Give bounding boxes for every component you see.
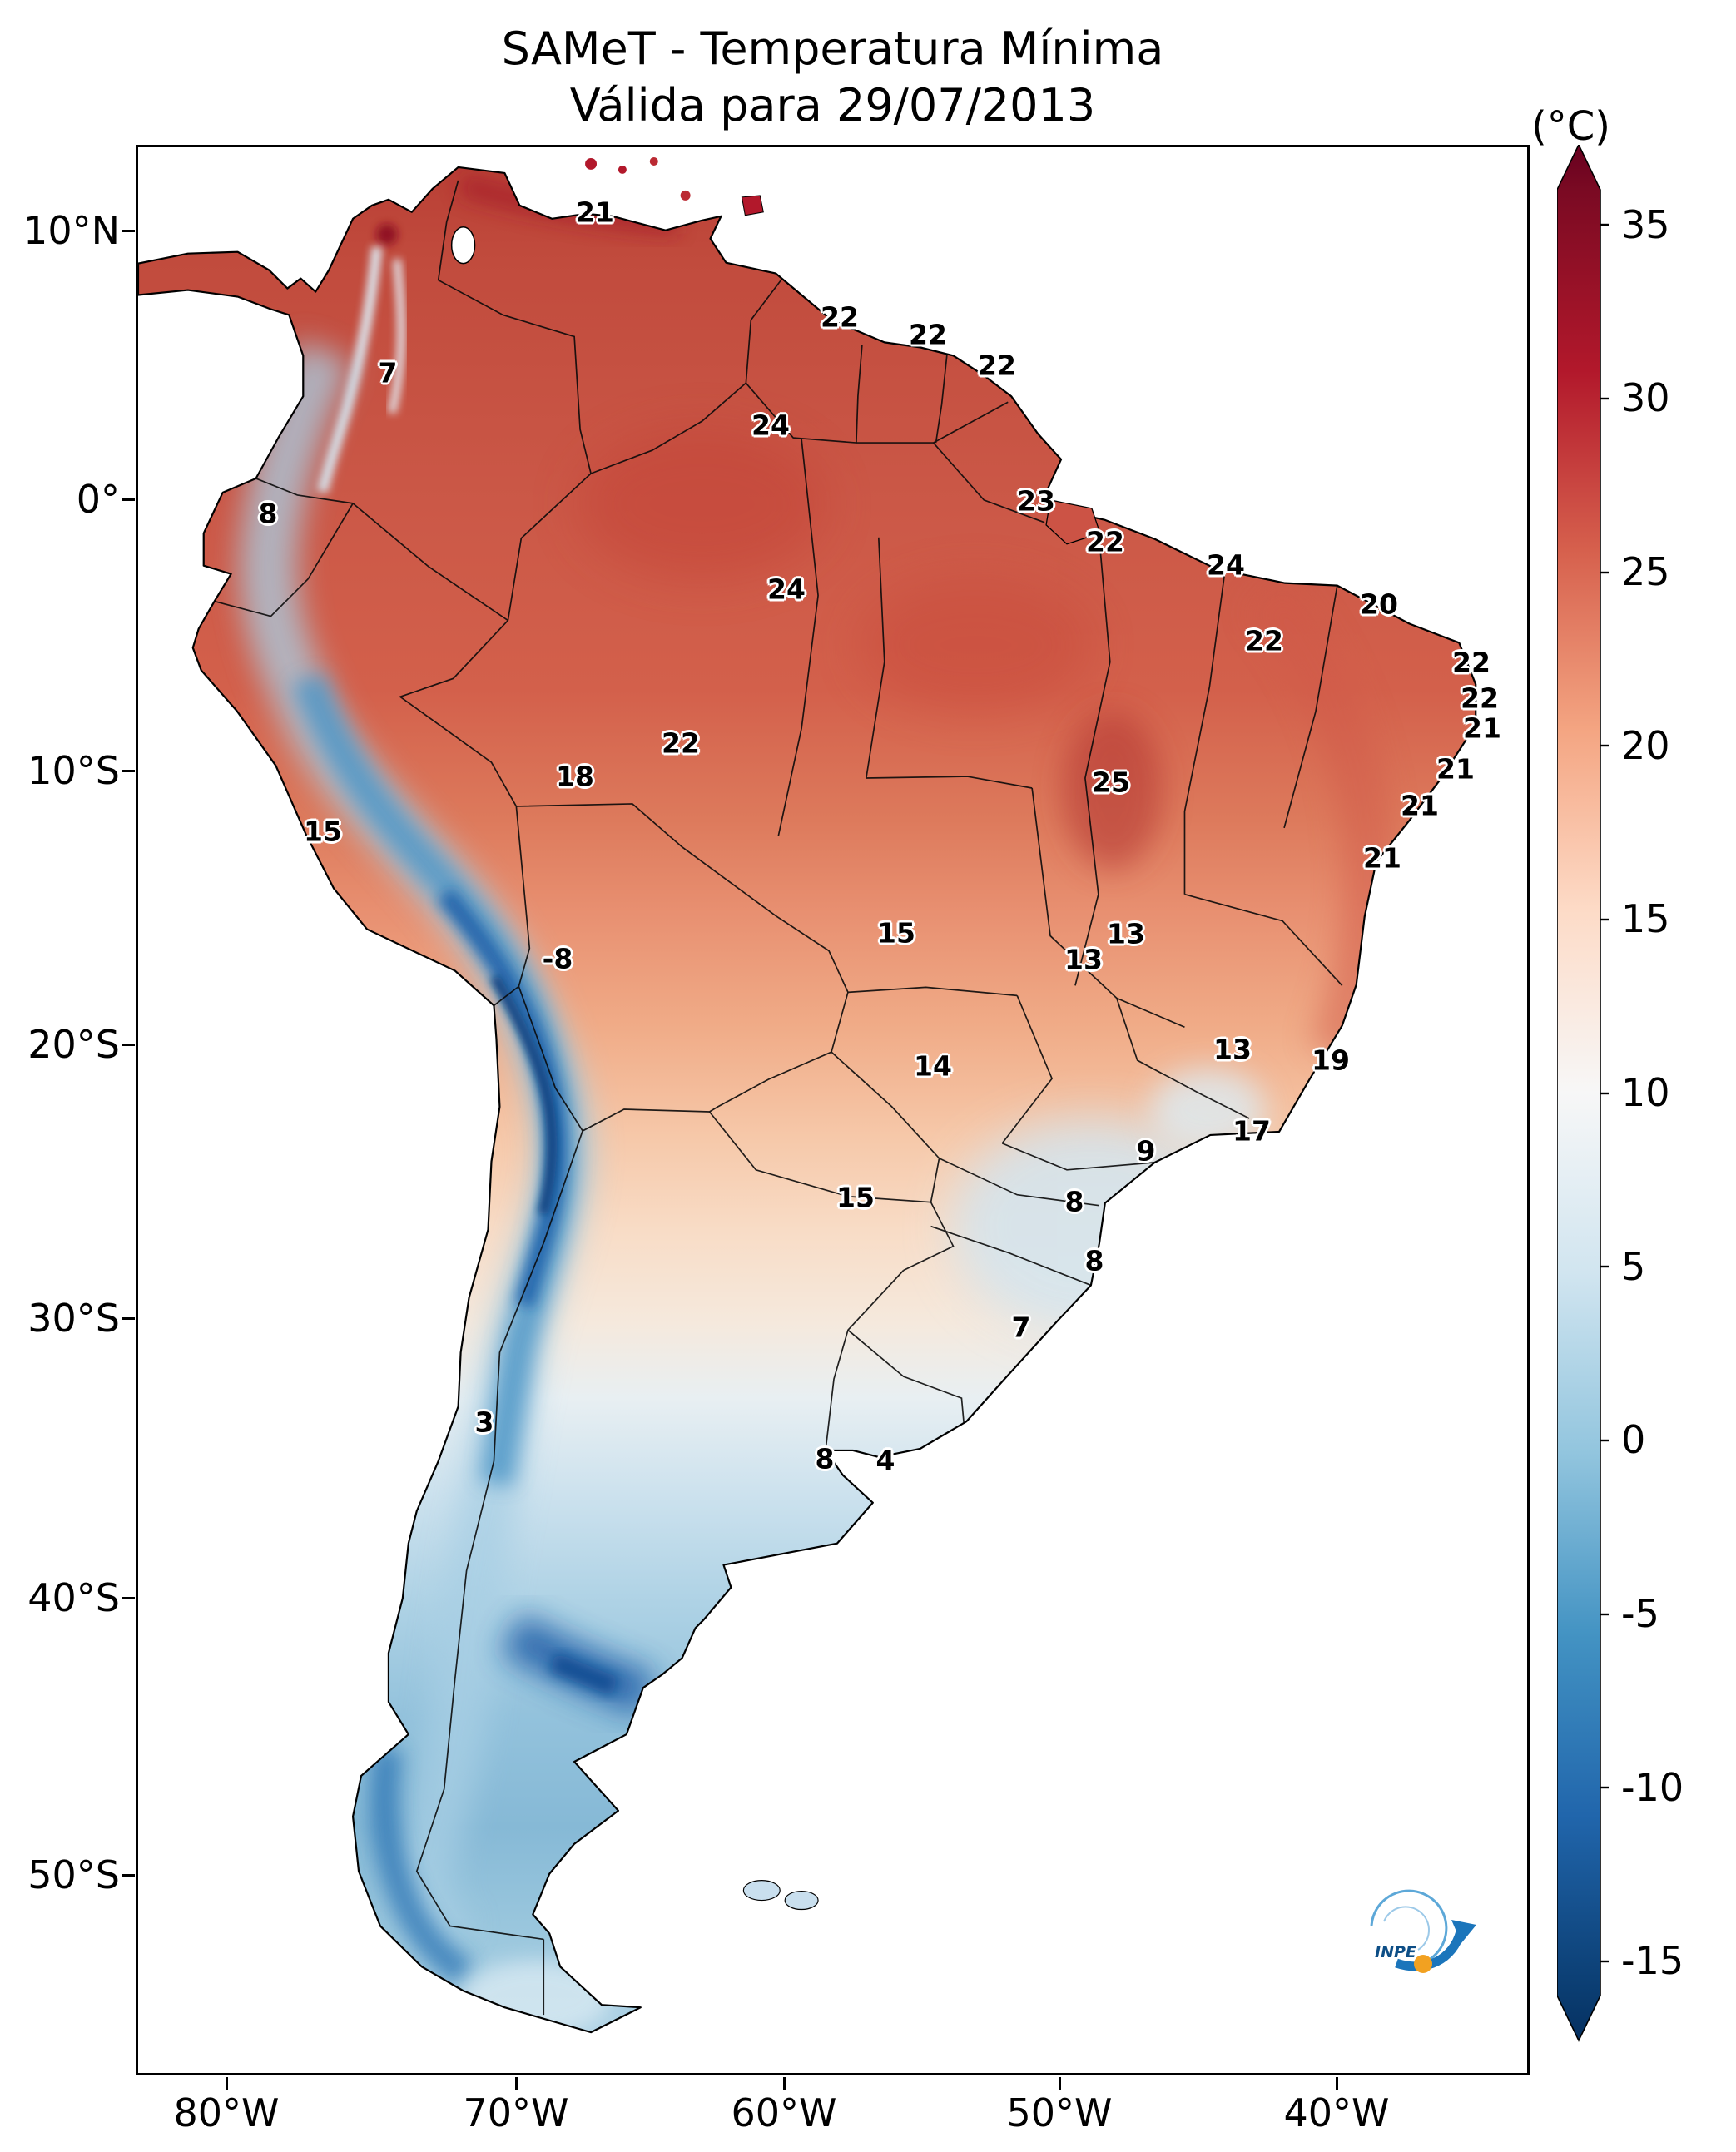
station-temp-label: 8 — [815, 1442, 835, 1475]
station-temp-label: 7 — [1011, 1311, 1031, 1344]
station-temp-label: -8 — [542, 942, 573, 975]
station-temp-label: 25 — [1092, 766, 1130, 799]
colorbar — [1557, 145, 1609, 2042]
page-subtitle: Válida para 29/07/2013 — [569, 79, 1096, 131]
station-temp-label: 8 — [258, 497, 278, 530]
south-america-map — [138, 156, 1477, 2034]
lat-tick-label: 10°S — [27, 748, 120, 793]
lat-tick-mark — [122, 769, 135, 772]
lon-tick-mark — [514, 2077, 518, 2090]
colorbar-unit-label: (°C) — [1531, 103, 1610, 150]
station-temp-label: 17 — [1233, 1114, 1271, 1148]
station-temp-label: 24 — [767, 573, 806, 606]
station-temp-label: 21 — [1363, 841, 1401, 875]
lon-tick-mark — [782, 2077, 786, 2090]
map-plot-area: 21 7 22 22 22 24 8 23 22 24 24 20 22 22 22 21 22 21 18 25 21… — [136, 145, 1530, 2075]
station-temp-label: 18 — [556, 760, 594, 793]
station-temp-label: 22 — [978, 349, 1016, 382]
inpe-swirl-outer — [1370, 1889, 1448, 1967]
lat-tick-label: 50°S — [27, 1852, 120, 1897]
colorbar-tick-label: 10 — [1621, 1070, 1670, 1115]
lon-tick-mark — [1335, 2077, 1338, 2090]
station-temp-label: 22 — [662, 726, 700, 760]
lat-tick-mark — [122, 1043, 135, 1046]
station-temp-label: 13 — [1107, 917, 1145, 950]
lon-tick-label: 50°W — [1006, 2090, 1113, 2135]
station-temp-label: 22 — [909, 318, 947, 351]
lat-tick-mark — [122, 229, 135, 232]
lon-tick-label: 80°W — [173, 2090, 280, 2135]
inpe-orange-dot — [1414, 1955, 1432, 1973]
station-temp-label: 21 — [576, 196, 614, 229]
station-temp-label: 22 — [1245, 624, 1283, 657]
station-temp-label: 13 — [1064, 943, 1103, 976]
station-temp-label: 24 — [1207, 548, 1245, 582]
lat-tick-mark — [122, 498, 135, 501]
colorbar-tick-label: -15 — [1621, 1938, 1684, 1984]
station-temp-label: 8 — [1084, 1244, 1104, 1277]
lon-tick-mark — [225, 2077, 228, 2090]
station-temp-label: 13 — [1213, 1033, 1252, 1066]
station-temp-label: 24 — [751, 409, 790, 442]
station-temp-label: 22 — [1452, 646, 1490, 679]
station-temp-label: 15 — [877, 916, 915, 950]
political-borders — [214, 180, 1343, 2016]
colorbar-tick-label: 25 — [1621, 549, 1670, 595]
station-temp-label: 19 — [1312, 1044, 1350, 1077]
inpe-logo-text: INPE — [1375, 1943, 1416, 1961]
station-temp-label: 22 — [1461, 682, 1499, 715]
colorbar-tick-label: 5 — [1621, 1243, 1646, 1289]
inpe-logo: INPE — [1370, 1889, 1476, 1973]
colorbar-tick-marks — [1600, 223, 1609, 1963]
station-temp-label: 22 — [821, 300, 859, 334]
station-temp-label: 15 — [304, 815, 342, 848]
lat-tick-mark — [122, 1873, 135, 1877]
inpe-swirl-inner — [1383, 1906, 1430, 1951]
inpe-arrow — [1395, 1930, 1466, 1971]
station-temp-label: 20 — [1360, 588, 1398, 621]
station-temp-label: 23 — [1017, 484, 1055, 518]
lon-tick-label: 40°W — [1283, 2090, 1390, 2135]
inpe-arrowhead — [1451, 1920, 1476, 1943]
station-temp-label: 21 — [1401, 789, 1439, 822]
station-temp-label: 15 — [836, 1181, 875, 1214]
colorbar-tick-label: 15 — [1621, 896, 1670, 942]
station-temp-label: 21 — [1463, 712, 1501, 745]
station-temp-label: 3 — [474, 1406, 494, 1439]
colorbar-tick-label: 35 — [1621, 201, 1670, 247]
lon-tick-label: 60°W — [731, 2090, 837, 2135]
colorbar-tick-label: 20 — [1621, 722, 1670, 768]
station-temp-label: 7 — [378, 356, 398, 389]
colorbar-tick-label: -5 — [1621, 1590, 1659, 1636]
station-temp-label: 14 — [914, 1049, 952, 1083]
lon-tick-label: 70°W — [463, 2090, 569, 2135]
colorbar-tick-label: 0 — [1621, 1417, 1646, 1463]
page-title: SAMeT - Temperatura Mínima — [501, 22, 1164, 75]
station-temp-label: 9 — [1136, 1134, 1156, 1168]
station-temp-label: 22 — [1086, 525, 1124, 558]
islands-and-lakes — [450, 156, 1101, 1911]
lat-tick-label: 40°S — [27, 1575, 120, 1620]
colorbar-tick-label: -10 — [1621, 1764, 1684, 1810]
lat-tick-label: 20°S — [27, 1022, 120, 1067]
lat-tick-label: 0° — [76, 477, 120, 522]
lat-tick-label: 10°N — [23, 208, 120, 253]
lat-tick-mark — [122, 1596, 135, 1599]
colorbar-tick-label: 30 — [1621, 375, 1670, 421]
station-temp-label: 8 — [1064, 1185, 1084, 1218]
station-temp-label: 4 — [875, 1444, 895, 1477]
colorbar-bar — [1557, 145, 1601, 2042]
lat-tick-label: 30°S — [27, 1296, 120, 1341]
station-label-layer: 21 7 22 22 22 24 8 23 22 24 24 20 22 22 22 21 22 21 18 25 21… — [138, 147, 1527, 2073]
station-temp-label: 21 — [1436, 752, 1475, 786]
lat-tick-mark — [122, 1316, 135, 1320]
lon-tick-mark — [1058, 2077, 1061, 2090]
